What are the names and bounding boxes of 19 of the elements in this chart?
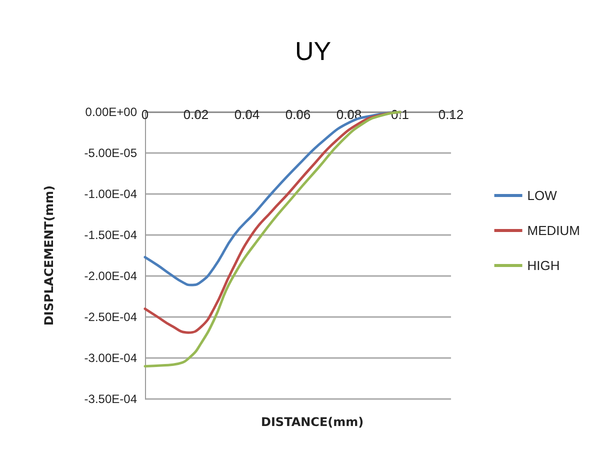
legend-label: LOW bbox=[527, 188, 558, 203]
y-tick-label: -3.50E-04 bbox=[84, 392, 138, 406]
y-tick-label: -5.00E-05 bbox=[84, 146, 138, 160]
x-tick-label: 0 bbox=[141, 107, 149, 122]
y-tick-label: -1.50E-04 bbox=[84, 228, 138, 242]
y-tick-label: -2.00E-04 bbox=[84, 269, 138, 283]
legend-label: MEDIUM bbox=[527, 223, 580, 238]
x-tick-label: 0.06 bbox=[285, 107, 311, 122]
y-tick-label: -2.50E-04 bbox=[84, 310, 138, 324]
x-tick-label: 0.02 bbox=[183, 107, 209, 122]
chart-title: UY bbox=[294, 36, 332, 66]
y-tick-label: -3.00E-04 bbox=[84, 351, 138, 365]
y-tick-label: 0.00E+00 bbox=[85, 105, 138, 119]
x-tick-label: 0.04 bbox=[234, 107, 260, 122]
x-tick-label: 0.12 bbox=[438, 107, 464, 122]
x-axis-title: DISTANCE(mm) bbox=[261, 415, 364, 429]
legend-label: HIGH bbox=[527, 258, 560, 273]
y-axis-title: DISPLACEMENT(mm) bbox=[42, 185, 56, 326]
y-tick-label: -1.00E-04 bbox=[84, 187, 138, 201]
